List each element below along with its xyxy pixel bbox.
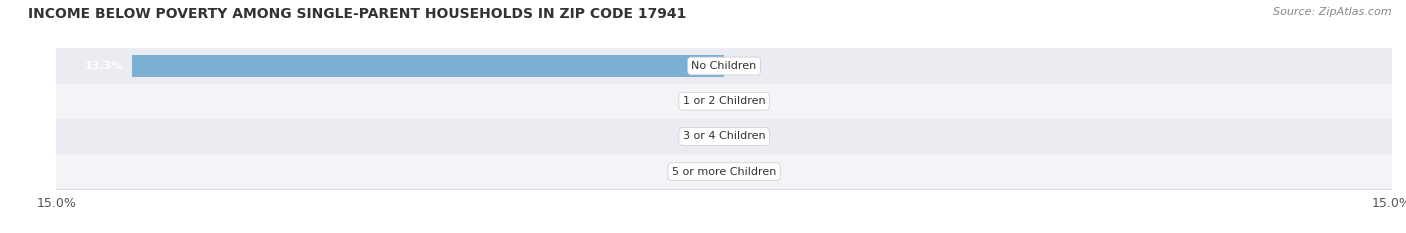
Text: INCOME BELOW POVERTY AMONG SINGLE-PARENT HOUSEHOLDS IN ZIP CODE 17941: INCOME BELOW POVERTY AMONG SINGLE-PARENT… — [28, 7, 686, 21]
Text: 13.3%: 13.3% — [84, 61, 124, 71]
Text: 3 or 4 Children: 3 or 4 Children — [683, 131, 765, 141]
Bar — [56, 154, 1392, 189]
Bar — [56, 119, 1392, 154]
Text: 0.0%: 0.0% — [688, 96, 716, 106]
Bar — [56, 48, 1392, 84]
Text: 5 or more Children: 5 or more Children — [672, 167, 776, 177]
Text: 0.0%: 0.0% — [688, 167, 716, 177]
Text: 0.0%: 0.0% — [733, 61, 761, 71]
Text: 0.0%: 0.0% — [733, 167, 761, 177]
Bar — [132, 55, 724, 77]
Bar — [56, 84, 1392, 119]
Text: Source: ZipAtlas.com: Source: ZipAtlas.com — [1274, 7, 1392, 17]
Text: 0.0%: 0.0% — [688, 131, 716, 141]
Text: No Children: No Children — [692, 61, 756, 71]
Text: 1 or 2 Children: 1 or 2 Children — [683, 96, 765, 106]
Text: 0.0%: 0.0% — [733, 96, 761, 106]
Text: 0.0%: 0.0% — [733, 131, 761, 141]
